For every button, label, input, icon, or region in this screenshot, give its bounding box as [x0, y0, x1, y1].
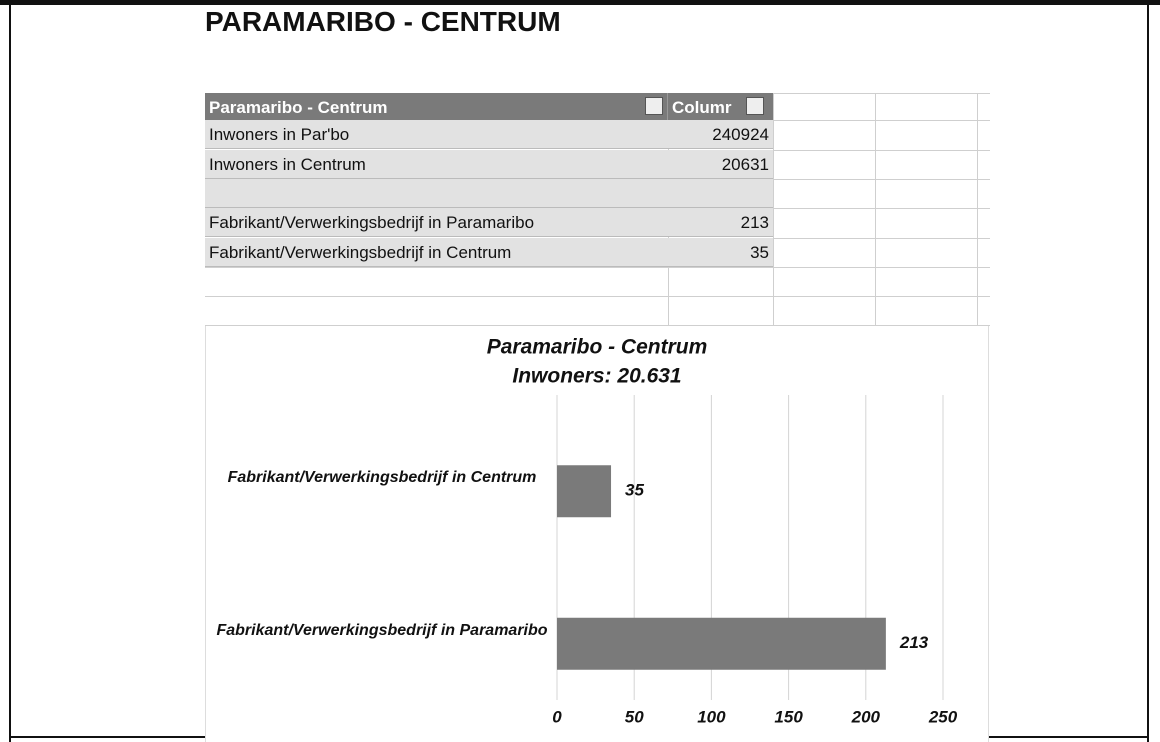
row-label: Inwoners in Par'bo	[205, 120, 668, 149]
sheet-row-line	[205, 325, 990, 326]
sheet-col-line	[875, 93, 876, 326]
y-tick-label: Fabrikant/Verwerkingsbedrijf in Centrum	[227, 469, 537, 487]
row-value: 240924	[668, 120, 773, 149]
data-label: 35	[625, 481, 644, 500]
sheet-row-line	[205, 267, 990, 268]
chart-title: Paramaribo - Centrum	[487, 336, 708, 359]
sheet-col-line	[773, 93, 774, 326]
sheet-row-line	[205, 296, 990, 297]
y-tick-label: Fabrikant/Verwerkingsbedrijf in Paramari…	[216, 621, 548, 639]
sheet-col-line	[977, 93, 978, 326]
row-value: 20631	[668, 150, 773, 179]
row-value: 213	[668, 208, 773, 237]
bar	[557, 617, 886, 670]
row-label: Inwoners in Centrum	[205, 150, 668, 179]
chart-area	[205, 326, 989, 742]
x-tick-label: 0	[552, 707, 562, 726]
header-cell: Paramaribo - Centrum	[205, 93, 668, 122]
x-tick-label: 100	[697, 707, 726, 726]
filter-button	[746, 97, 764, 115]
x-tick-label: 250	[928, 707, 958, 726]
frame-right	[1147, 0, 1149, 742]
filter-button	[645, 97, 663, 115]
x-tick-label: 50	[625, 707, 644, 726]
page-title: PARAMARIBO - CENTRUM	[205, 6, 561, 37]
row-label: Fabrikant/Verwerkingsbedrijf in Centrum	[205, 238, 668, 267]
frame-top	[0, 0, 1160, 5]
empty-row	[205, 179, 773, 208]
bar	[557, 465, 612, 518]
frame-left	[9, 0, 11, 742]
data-label: 213	[899, 633, 929, 652]
row-value: 35	[668, 238, 773, 267]
chart-subtitle: Inwoners: 20.631	[512, 365, 681, 388]
x-tick-label: 150	[774, 707, 803, 726]
x-tick-label: 200	[851, 707, 881, 726]
row-label: Fabrikant/Verwerkingsbedrijf in Paramari…	[205, 208, 668, 237]
